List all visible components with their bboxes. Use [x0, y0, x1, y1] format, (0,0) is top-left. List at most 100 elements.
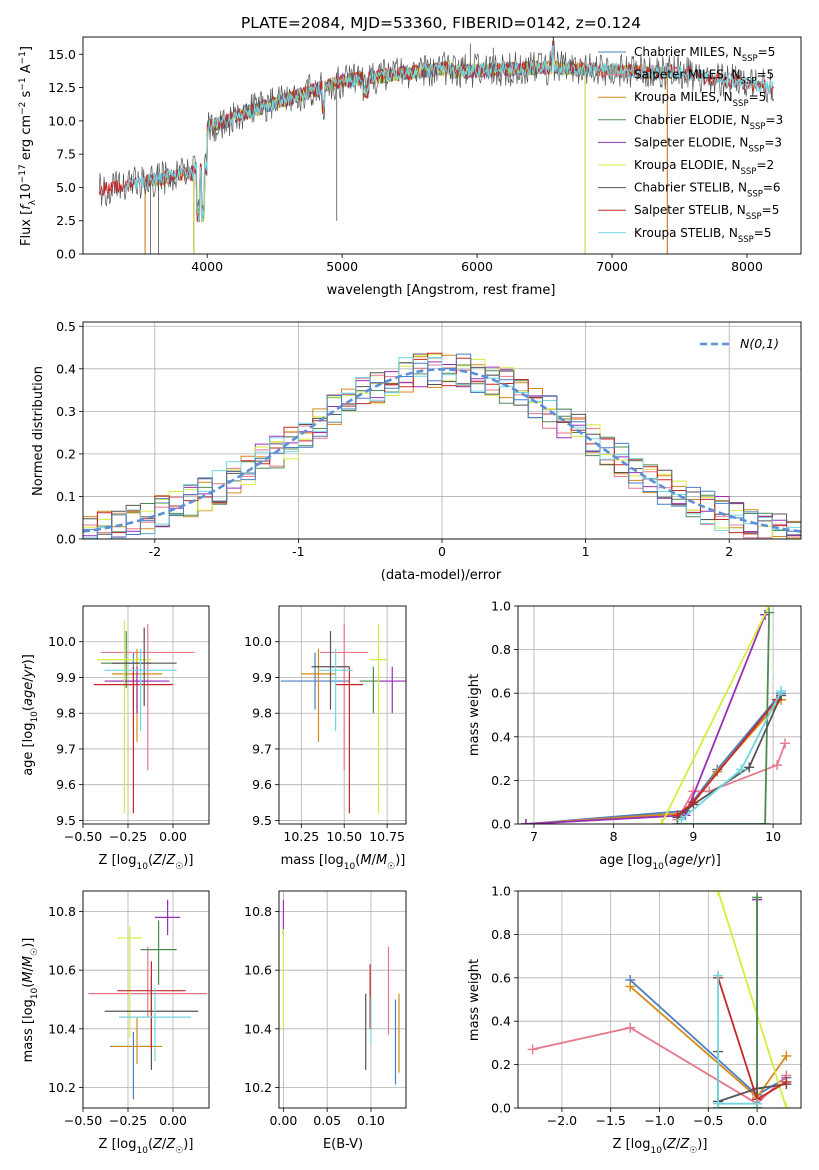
legend-value: =5: [756, 68, 774, 82]
y-tick-label: 0.3: [56, 404, 76, 419]
label-part: /: [372, 853, 377, 868]
label-part: (: [148, 853, 153, 868]
error-bar: [117, 926, 143, 1038]
y-tick-label: 10.2: [244, 1080, 272, 1095]
x-tick-label: 8: [610, 829, 618, 844]
plus-marker: [781, 1076, 792, 1087]
legend-value: =6: [763, 181, 781, 195]
legend-entry: Kroupa MILES, NSSP=5: [634, 90, 766, 109]
x-tick-label: −0.50: [64, 829, 102, 844]
plus-marker: [781, 1050, 792, 1061]
x-tick-label: 10: [765, 829, 781, 844]
legend-value: =3: [766, 113, 784, 127]
axes-frame: [82, 321, 802, 540]
x-tick-label: 7: [530, 829, 538, 844]
plot-area: [527, 891, 792, 1108]
label-part: A: [19, 64, 34, 77]
legend-entry: Salpeter MILES, NSSP=5: [634, 68, 774, 87]
legend-text: Kroupa ELODIE, N: [634, 158, 741, 172]
grid: [279, 606, 406, 824]
x-axis-label: Z [log10(Z/Z☉)]: [613, 1137, 708, 1156]
series: [713, 970, 763, 1108]
ticks: 4000 5000 6000 7000 8000 0.0 2.5 5.0 7.5 10.0 12.5…: [48, 47, 763, 274]
y-tick-label: 9.8: [252, 706, 272, 721]
x-axis-label: E(B-V): [323, 1137, 363, 1152]
y-tick-label: 0.2: [491, 773, 511, 788]
x-tick-label: −0.5: [693, 1113, 723, 1128]
error-bar: [359, 666, 388, 714]
legend-entry: Salpeter STELIB, NSSP=5: [634, 203, 779, 222]
error-bar: [318, 648, 353, 732]
label-part: M: [376, 853, 387, 868]
legend-text: Kroupa STELIB, N: [634, 226, 738, 240]
label-part: (: [355, 853, 360, 868]
label-part: age: [21, 682, 36, 706]
series-line: [660, 606, 770, 824]
legend-text: Chabrier MILES, N: [634, 45, 742, 59]
y-tick-label: 10.4: [244, 1021, 272, 1036]
x-axis-label: wavelength [Angstrom, rest frame]: [327, 283, 556, 298]
ticks: −2.0 −1.5 −1.0 −0.5 0.0 0.0 0.2 0.4 0.6 0.8 1.0: [491, 884, 767, 1129]
axes-frame: [517, 890, 802, 1109]
x-tick-label: 10.25: [283, 829, 319, 844]
legend-entry: Chabrier STELIB, NSSP=6: [634, 181, 781, 200]
legend-text: Salpeter ELODIE, N: [634, 135, 748, 149]
plus-marker: [713, 1098, 724, 1108]
legend-sub: SSP: [738, 235, 754, 245]
label-part: /: [676, 1137, 681, 1152]
label-part: erg cm: [19, 115, 34, 164]
y-tick-label: 0.0: [56, 247, 76, 262]
legend-text: Salpeter STELIB, N: [634, 203, 746, 217]
x-axis-label: Z [log10(Z/Z☉)]: [99, 1137, 194, 1156]
y-tick-label: 0.2: [491, 1057, 511, 1072]
label-part: (: [664, 853, 669, 868]
y-tick-label: 0.4: [491, 729, 511, 744]
ticks: −0.50 −0.25 0.00 10.2 10.4 10.6 10.8: [48, 904, 187, 1128]
y-tick-label: 0.8: [491, 642, 511, 657]
panel-7: 0.00 0.05 0.10 10.2 10.4 10.6 10.8 E(B-V): [244, 890, 407, 1152]
legend-entry: Chabrier MILES, NSSP=5: [634, 45, 775, 64]
x-tick-label: 10.50: [326, 829, 362, 844]
series-line: [525, 699, 782, 824]
plot-area: [88, 899, 208, 1100]
label-part: Z [log: [99, 853, 137, 868]
y-tick-label: 1.0: [491, 599, 511, 614]
legend-value: =3: [764, 135, 782, 149]
y-axis-label: mass weight: [467, 959, 482, 1041]
series-line: [718, 897, 758, 1108]
y-tick-label: 9.6: [56, 777, 76, 792]
x-axis-label: mass [log10(M/M☉)]: [281, 853, 406, 872]
y-axis-label: mass [log10(M/M☉)]: [21, 938, 40, 1063]
y-tick-label: 5.0: [56, 180, 76, 195]
y-tick-label: 9.6: [252, 777, 272, 792]
y-tick-label: 9.7: [56, 741, 76, 756]
label-part: −1: [18, 77, 28, 90]
plus-marker: [781, 1103, 792, 1108]
ticks: 0.00 0.05 0.10 10.2 10.4 10.6 10.8: [244, 904, 385, 1128]
x-tick-label: 0.00: [159, 1113, 187, 1128]
label-part: Z: [152, 853, 163, 868]
histogram-step: [83, 353, 801, 539]
label-part: 10: [136, 862, 148, 872]
x-tick-label: 8000: [731, 259, 763, 274]
x-tick-label: -1: [292, 544, 304, 559]
legend-sub: SSP: [742, 54, 758, 64]
legend-entry: Kroupa ELODIE, NSSP=2: [634, 158, 774, 177]
x-tick-label: 0.0: [747, 1113, 767, 1128]
error-bar: [104, 648, 177, 732]
x-tick-label: 0.05: [313, 1113, 341, 1128]
ticks: -2 -1 0 1 2 0.0 0.1 0.2 0.3 0.4 0.5: [56, 319, 733, 559]
label-part: )]: [183, 1137, 193, 1152]
label-part: λ: [28, 199, 38, 205]
panel-3: −0.50 −0.25 0.009.59.69.79.89.910.0Z [log1…: [21, 605, 210, 872]
panel-2: -2 -1 0 1 2 0.0 0.1 0.2 0.3 0.4 0.5 (data-model)/er…: [31, 319, 802, 583]
label-part: age: [669, 853, 693, 868]
x-tick-label: -2: [149, 544, 161, 559]
legend-text: Kroupa MILES, N: [634, 90, 733, 104]
plus-marker: [744, 762, 755, 773]
x-tick-label: 9: [689, 829, 697, 844]
error-bar: [280, 652, 350, 710]
plot-area: [282, 899, 400, 1085]
error-bar: [110, 1031, 157, 1100]
